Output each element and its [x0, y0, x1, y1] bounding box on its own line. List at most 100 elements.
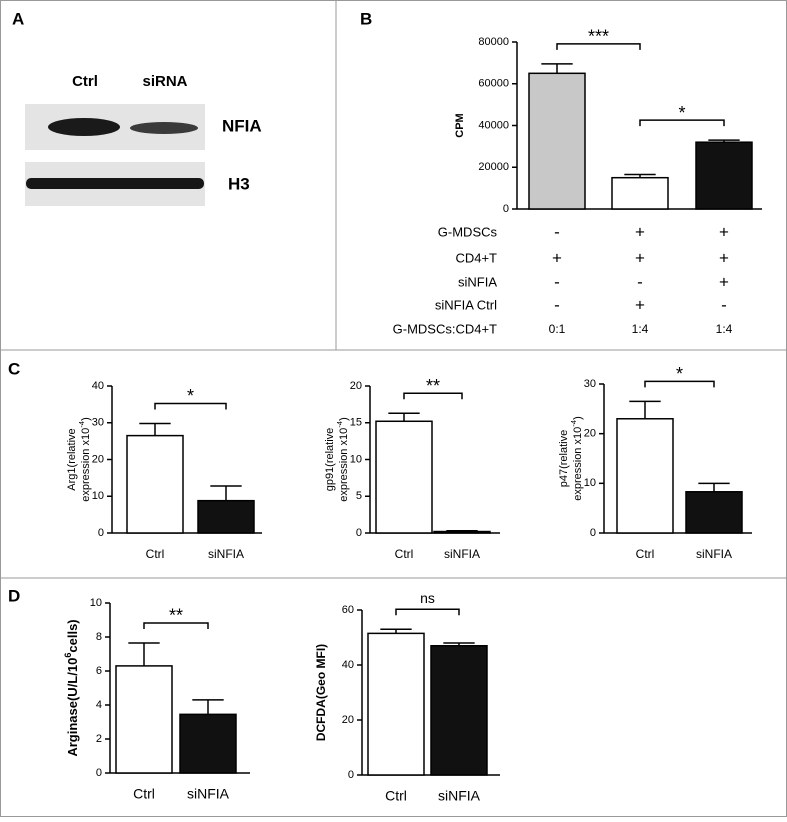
condition-cell: 1:4	[632, 322, 649, 336]
condition-label: G-MDSCs	[438, 224, 498, 239]
x-tick-label: siNFIA	[208, 547, 244, 561]
y-axis-label-part: )	[80, 417, 92, 421]
significance-bracket	[639, 119, 725, 127]
x-tick-label: Ctrl	[395, 547, 414, 561]
y-tick-label: 20	[92, 453, 104, 465]
significance-bracket	[395, 608, 460, 616]
y-tick-label: 40	[92, 380, 104, 392]
bar	[179, 713, 237, 774]
band	[48, 118, 120, 136]
condition-cell: +	[719, 222, 729, 241]
y-axis-label-part: -4	[335, 420, 344, 428]
panel-label: D	[8, 586, 20, 605]
condition-label: CD4+T	[455, 250, 497, 265]
y-axis-label-part: expression x10	[338, 428, 350, 502]
y-tick-label: 8	[96, 631, 102, 643]
x-tick-label: siNFIA	[438, 788, 481, 804]
bar	[685, 491, 743, 534]
x-tick-label: Ctrl	[146, 547, 165, 561]
bar	[616, 418, 674, 534]
y-axis-label-part: expression x10	[80, 428, 92, 502]
y-tick-label: 20000	[478, 161, 509, 173]
bar	[430, 645, 488, 776]
y-axis-label: expression x10-4)	[335, 417, 350, 502]
y-tick-label: 0	[96, 767, 102, 779]
y-tick-label: 80000	[478, 36, 509, 48]
condition-cell: +	[635, 295, 645, 314]
condition-cell: +	[719, 248, 729, 267]
y-tick-label: 15	[350, 417, 362, 429]
band-label: H3	[228, 174, 250, 193]
x-tick-label: siNFIA	[444, 547, 480, 561]
x-tick-label: siNFIA	[696, 547, 732, 561]
condition-label: G-MDSCs:CD4+T	[393, 321, 497, 336]
significance-label: **	[426, 376, 440, 396]
x-tick-label: Ctrl	[636, 547, 655, 561]
band	[26, 178, 204, 189]
y-axis-label: Arginase(U/L/106cells)	[63, 619, 80, 756]
y-tick-label: 4	[96, 699, 102, 711]
y-tick-label: 0	[98, 527, 104, 539]
bar	[375, 420, 433, 534]
condition-cell: -	[554, 222, 560, 241]
significance-bracket	[556, 43, 641, 50]
y-tick-label: 0	[503, 203, 509, 215]
y-tick-label: 10	[584, 477, 596, 489]
y-tick-label: 6	[96, 665, 102, 677]
y-tick-label: 30	[92, 417, 104, 429]
y-axis-label: expression x10-4)	[569, 416, 584, 501]
y-axis-label-part: DCFDA(Geo MFI)	[314, 644, 328, 741]
y-tick-label: 20	[584, 428, 596, 440]
y-axis-label-part: 6	[63, 653, 73, 658]
significance-bracket	[154, 402, 227, 410]
bar	[611, 176, 669, 210]
condition-cell: +	[552, 248, 562, 267]
lane-label: Ctrl	[72, 73, 98, 90]
y-axis-label-part: CPM	[454, 113, 466, 137]
bar	[528, 72, 586, 210]
y-tick-label: 5	[356, 490, 362, 502]
condition-cell: +	[719, 272, 729, 291]
lane-label: siRNA	[142, 73, 187, 90]
y-tick-label: 0	[348, 769, 354, 781]
significance-label: **	[169, 606, 183, 626]
significance-label: ns	[420, 590, 435, 606]
y-axis-label-part: -4	[569, 419, 578, 427]
y-axis-label: expression x10-4)	[77, 417, 92, 502]
y-axis-label: Arg1(relative	[66, 428, 78, 490]
y-tick-label: 40000	[478, 119, 509, 131]
significance-label: *	[676, 364, 683, 384]
x-tick-label: siNFIA	[187, 786, 230, 802]
band-label: NFIA	[222, 116, 262, 135]
y-axis-label: DCFDA(Geo MFI)	[314, 644, 328, 741]
panel-label: B	[360, 9, 372, 28]
condition-cell: 0:1	[549, 322, 566, 336]
y-tick-label: 30	[584, 378, 596, 390]
y-tick-label: 10	[350, 453, 362, 465]
condition-label: siNFIA Ctrl	[435, 297, 497, 312]
bar	[695, 141, 753, 210]
significance-label: *	[187, 386, 194, 406]
bar	[433, 530, 491, 534]
panel-label: C	[8, 359, 20, 378]
y-tick-label: 10	[92, 490, 104, 502]
y-tick-label: 0	[590, 527, 596, 539]
x-tick-label: Ctrl	[385, 788, 407, 804]
x-tick-label: Ctrl	[133, 786, 155, 802]
bar	[115, 665, 173, 774]
y-axis-label-part: -4	[77, 420, 86, 428]
significance-label: ***	[588, 27, 609, 47]
y-tick-label: 10	[90, 597, 102, 609]
condition-label: siNFIA	[458, 274, 497, 289]
condition-cell: 1:4	[716, 322, 733, 336]
y-axis-label-part: Arg1(relative	[66, 428, 78, 490]
condition-cell: -	[721, 295, 727, 314]
y-tick-label: 20	[342, 714, 354, 726]
condition-cell: -	[554, 295, 560, 314]
y-axis-label: gp91(relative	[324, 428, 336, 492]
significance-bracket	[644, 380, 715, 388]
western-blot: Ctrl siRNA NFIA H3	[25, 73, 262, 206]
panel-label: A	[12, 9, 24, 28]
y-tick-label: 60000	[478, 78, 509, 90]
